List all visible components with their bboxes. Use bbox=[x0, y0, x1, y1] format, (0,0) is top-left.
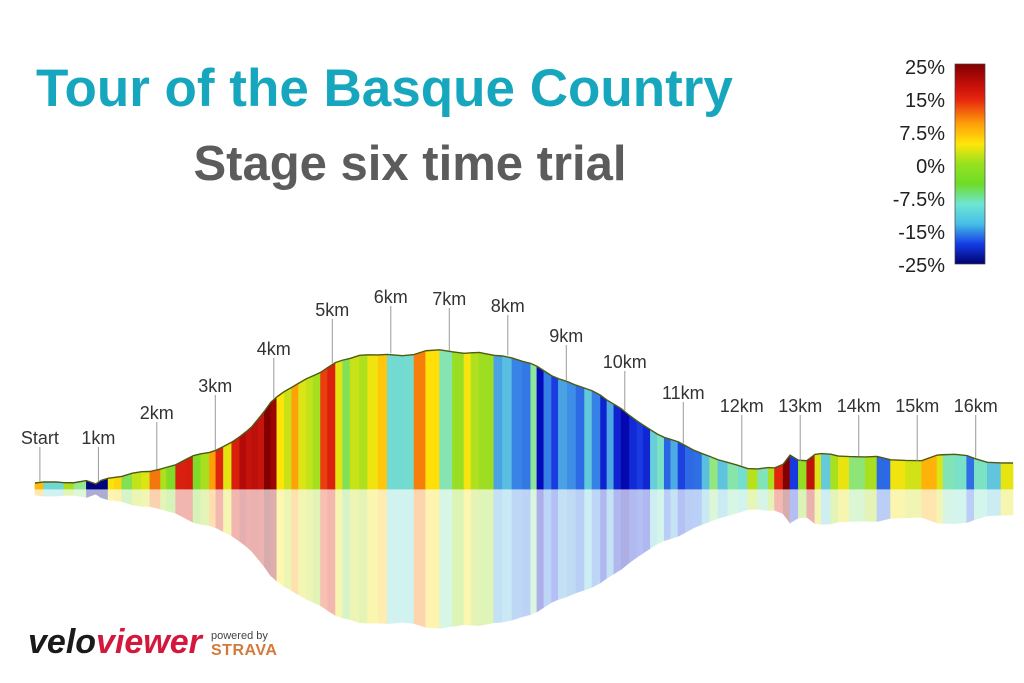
svg-text:11km: 11km bbox=[662, 383, 705, 403]
svg-text:0%: 0% bbox=[916, 156, 945, 178]
svg-text:2km: 2km bbox=[140, 403, 174, 423]
svg-text:-15%: -15% bbox=[898, 222, 945, 244]
svg-text:8km: 8km bbox=[491, 296, 525, 316]
svg-text:STRAVA: STRAVA bbox=[211, 642, 277, 659]
svg-text:15km: 15km bbox=[895, 396, 939, 416]
svg-text:powered by: powered by bbox=[211, 630, 268, 642]
svg-text:25%: 25% bbox=[905, 57, 945, 79]
svg-text:7.5%: 7.5% bbox=[899, 123, 945, 145]
svg-text:-25%: -25% bbox=[898, 255, 945, 277]
svg-text:Start: Start bbox=[21, 428, 59, 448]
svg-text:3km: 3km bbox=[198, 376, 232, 396]
svg-text:12km: 12km bbox=[720, 396, 764, 416]
svg-text:15%: 15% bbox=[905, 90, 945, 112]
svg-text:9km: 9km bbox=[549, 326, 583, 346]
svg-text:4km: 4km bbox=[257, 339, 291, 359]
svg-text:14km: 14km bbox=[837, 396, 881, 416]
svg-text:5km: 5km bbox=[315, 300, 349, 320]
svg-text:10km: 10km bbox=[603, 352, 647, 372]
svg-text:veloviewer: veloviewer bbox=[28, 623, 204, 661]
svg-text:6km: 6km bbox=[374, 287, 408, 307]
svg-text:7km: 7km bbox=[432, 289, 466, 309]
svg-text:16km: 16km bbox=[954, 396, 998, 416]
svg-text:13km: 13km bbox=[778, 396, 822, 416]
svg-text:1km: 1km bbox=[81, 428, 115, 448]
svg-text:-7.5%: -7.5% bbox=[893, 189, 945, 211]
